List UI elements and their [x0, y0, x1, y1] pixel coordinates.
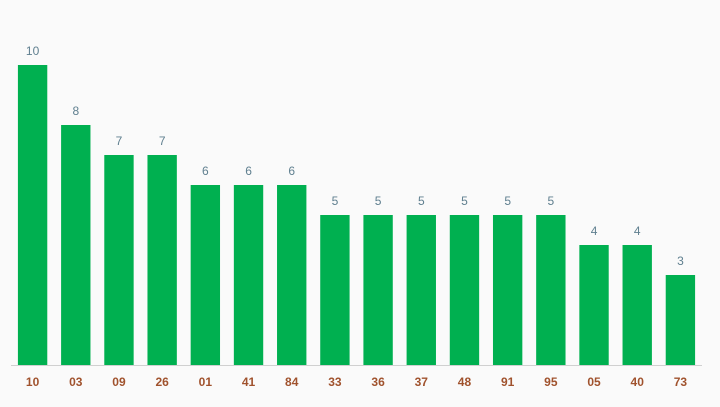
- value-label: 4: [591, 224, 598, 238]
- bar: [406, 215, 436, 365]
- bar: [622, 245, 652, 365]
- value-label: 5: [548, 194, 555, 208]
- x-tick-label: 03: [69, 375, 83, 389]
- x-tick-label: 84: [285, 375, 299, 389]
- bar: [320, 215, 350, 365]
- value-label: 5: [461, 194, 468, 208]
- bar: [536, 215, 566, 365]
- x-tick-label: 33: [328, 375, 342, 389]
- value-label: 5: [504, 194, 511, 208]
- bar: [233, 185, 264, 365]
- value-label: 8: [72, 104, 79, 118]
- bar: [665, 275, 696, 365]
- x-tick-label: 95: [544, 375, 558, 389]
- x-tick-label: 73: [674, 375, 688, 389]
- bar: [579, 245, 609, 365]
- x-tick-label: 05: [587, 375, 601, 389]
- bar: [104, 155, 134, 365]
- x-tick-label: 91: [501, 375, 515, 389]
- x-tick-label: 09: [112, 375, 126, 389]
- value-label: 6: [288, 164, 295, 178]
- x-tick-label: 41: [242, 375, 256, 389]
- value-label: 5: [332, 194, 339, 208]
- x-tick-label: 37: [415, 375, 429, 389]
- value-label: 7: [159, 134, 166, 148]
- value-label: 5: [418, 194, 425, 208]
- value-label: 5: [375, 194, 382, 208]
- bar: [190, 185, 221, 365]
- bar: [17, 65, 48, 365]
- bar: [363, 215, 393, 365]
- bar: [492, 215, 523, 365]
- value-label: 7: [116, 134, 123, 148]
- x-tick-label: 10: [26, 375, 40, 389]
- value-label: 6: [202, 164, 209, 178]
- x-tick-label: 48: [458, 375, 472, 389]
- bar: [449, 215, 480, 365]
- value-label: 4: [634, 224, 641, 238]
- bar: [61, 125, 91, 365]
- value-label: 10: [26, 44, 40, 58]
- value-label: 6: [245, 164, 252, 178]
- x-tick-label: 40: [631, 375, 645, 389]
- bar: [277, 185, 307, 365]
- value-label: 3: [677, 254, 684, 268]
- bar: [147, 155, 177, 365]
- x-tick-label: 01: [199, 375, 213, 389]
- x-tick-label: 36: [371, 375, 385, 389]
- x-tick-label: 26: [155, 375, 169, 389]
